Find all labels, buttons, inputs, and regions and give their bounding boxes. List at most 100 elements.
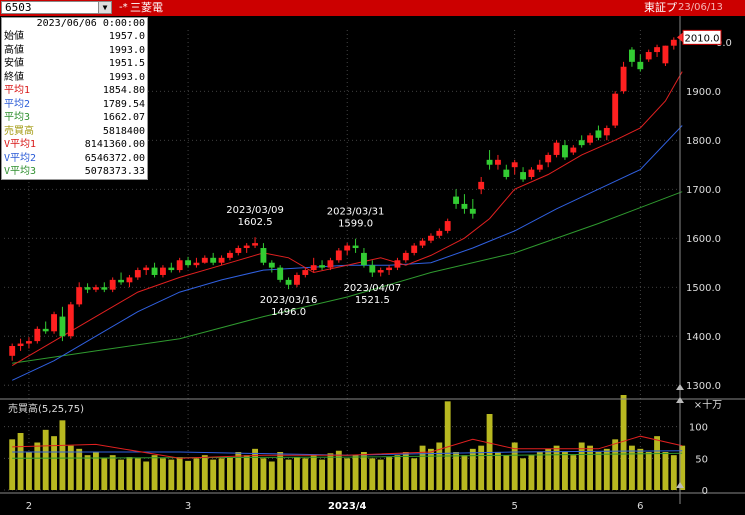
volume-bar [662,452,669,490]
time-axis-label: 2 [26,501,32,512]
scroll-up-icon [676,384,684,390]
volume-bar [461,455,468,490]
candle-body [151,267,158,275]
price-tick-label: 1800.0 [686,136,721,147]
candle-body [352,245,359,249]
info-value: 1951.5 [108,58,145,69]
info-label: 平均1 [4,85,31,96]
candle-body [26,341,32,344]
volume-bar [118,459,124,490]
info-row: 平均2 1789.54 [2,99,147,110]
volume-bar [645,452,652,490]
candle-body [93,287,99,290]
volume-bar [629,445,635,490]
volume-bar [327,453,334,490]
info-label: 終値 [4,71,24,83]
volume-bar [344,458,351,490]
volume-bar [637,448,644,490]
volume-bar [185,460,191,490]
double-arrow-star-icon[interactable]: ‑* [119,2,128,13]
candle-body [84,287,91,290]
annotation-price: 1521.5 [355,295,390,306]
time-axis-label: 5 [512,501,518,512]
volume-bar [520,458,526,490]
scroll-up-icon [676,482,684,488]
info-row: 終値 1993.0 [2,72,147,83]
info-value: 5078373.33 [84,166,145,177]
candle-body [612,93,619,126]
candle-body [59,316,66,337]
candle-body [235,248,242,253]
candle-body [134,270,141,278]
info-value: 1789.54 [102,98,145,110]
annotation-price: 1599.0 [338,219,373,230]
time-axis-label: 3 [185,501,191,512]
volume-ma3-path [12,452,683,459]
title-bar: 6503 ▼ ‑* 三菱電 東証プ 23/06/13 [0,0,745,16]
price-tick-label: 1900.0 [686,87,721,98]
candle-body [143,267,150,271]
info-label: 平均2 [4,98,31,110]
company-name: 三菱電 [130,1,163,14]
stock-code-value[interactable]: 6503 [5,1,32,14]
info-row: V平均3 5078373.33 [2,166,147,177]
volume-bar [478,445,485,490]
candle-body [511,162,518,168]
info-value: 1662.07 [102,112,145,123]
volume-bar [670,455,677,490]
volume-bar [319,459,325,490]
volume-bar [252,448,258,490]
volume-bar [277,452,284,490]
candle-body [662,45,669,64]
volume-bar [310,455,317,490]
candle-body [654,47,660,53]
volume-ma1-path [12,435,683,459]
moving-average-1-line [11,71,683,367]
volume-bar [101,458,108,490]
info-label: 始値 [4,31,24,42]
candle-body [386,267,392,271]
candle-body [51,314,57,332]
volume-bar [134,458,141,490]
volume-bar [377,459,384,490]
volume-bar [76,448,83,490]
volume-bar [34,442,41,490]
candle-body [486,159,493,165]
volume-bar [587,445,593,490]
candle-body [528,169,535,177]
volume-tick-label: 0 [702,486,708,497]
current-date: 23/06/13 [678,2,723,13]
chevron-down-icon[interactable]: ▼ [98,2,111,13]
candle-body [595,130,602,138]
info-label: 平均3 [4,112,31,123]
candle-body [369,265,376,273]
volume-bar [168,459,175,490]
volume-bar [436,442,443,490]
volume-bar [51,436,57,490]
candle-body [578,140,585,146]
info-value: 1993.0 [108,71,145,83]
candle-body [562,145,568,158]
volume-bar [511,442,518,490]
info-date: 2023/06/06 0:00:00 [36,18,145,29]
candle-body [361,252,367,266]
annotation-date: 2023/04/07 [343,283,401,294]
volume-bar [109,455,116,490]
stock-code-dropdown[interactable]: 6503 ▼ [1,1,112,14]
info-value: 5818400 [102,125,145,137]
candle-body [335,250,342,261]
candle-body [201,257,208,263]
volume-bar [503,455,510,490]
info-value: 6546372.00 [84,152,145,164]
volume-bar [603,448,610,490]
candle-body [637,61,644,70]
candlestick-chart[interactable]: 1300.0 1400.0 1500.0 1600.0 1700.0 1800.0 1900… [0,16,745,515]
info-row: 始値 1957.0 [2,31,147,42]
candle-body [444,221,451,231]
volume-bar [654,436,660,490]
volume-bar [67,445,74,490]
exchange-label: 東証プ [644,1,677,14]
scroll-up-icon [676,397,684,403]
volume-bar [394,455,401,490]
